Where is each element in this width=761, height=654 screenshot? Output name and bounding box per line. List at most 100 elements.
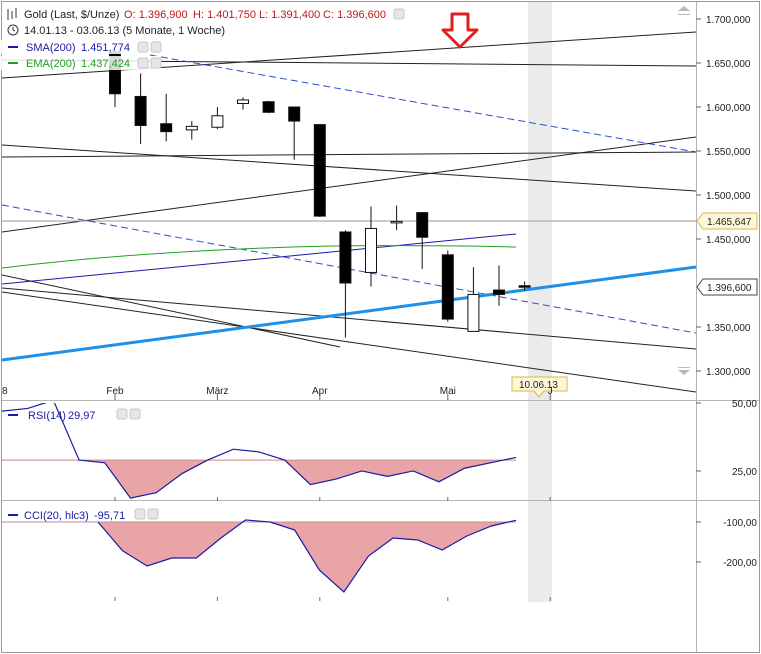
cci-axis: -100,00 -200,00: [696, 518, 757, 569]
candle: [441, 250, 454, 322]
time-axis: Feb März Apr Mai J: [106, 386, 553, 400]
period-row: 14.01.13 - 03.06.13 (5 Monate, 1 Woche): [7, 24, 225, 37]
trendline-steep-down: [2, 274, 341, 348]
cci-axis-label: -200,00: [723, 558, 757, 569]
candlesticks: [109, 51, 531, 338]
uptrend-line: [2, 265, 696, 362]
chart-type-icon[interactable]: [7, 8, 17, 20]
price-axis-label: 1.650,000: [706, 59, 751, 70]
ohlc-open: O: 1.396,900: [124, 9, 188, 21]
rsi-value: 29,97: [68, 410, 96, 422]
trendline-long-down: [2, 291, 696, 393]
candle: [390, 205, 403, 231]
header-legend: Gold (Last, $/Unze) O: 1.396,900 H: 1.40…: [0, 8, 405, 522]
candle-body: [518, 285, 531, 288]
trendlines: [2, 31, 696, 393]
ema-label: EMA(200): [26, 58, 76, 70]
candle-body: [467, 293, 480, 332]
sma-value: 1.451,774: [81, 42, 130, 54]
candle: [262, 100, 275, 114]
candle: [288, 106, 301, 160]
candle: [518, 281, 531, 291]
cci-settings-icon[interactable]: [134, 508, 146, 520]
price-axis: 1.700,000 1.650,000 1.600,000 1.550,000 1.50…: [696, 15, 751, 378]
price-axis-label: 1.550,000: [706, 147, 751, 158]
scroll-up-icon[interactable]: [678, 6, 690, 15]
sma-settings-icon[interactable]: [137, 41, 149, 53]
candle: [211, 107, 224, 129]
time-axis-label: Feb: [106, 386, 124, 397]
rsi-legend[interactable]: RSI(14) 29,97: [8, 408, 141, 422]
rsi-line: [2, 403, 517, 499]
candle: [493, 265, 505, 306]
candle: [134, 73, 147, 144]
price-axis-label: 1.450,000: [706, 235, 751, 246]
svg-text:10.06.13: 10.06.13: [519, 380, 558, 391]
sma-label: SMA(200): [26, 42, 76, 54]
candle: [313, 124, 326, 217]
candle: [237, 97, 249, 110]
sma-legend[interactable]: SMA(200) 1.451,774: [0, 40, 162, 54]
level-line-price-label: 1.465,647: [696, 212, 758, 230]
trendline-descending-dashed: [149, 54, 696, 153]
price-axis-label: 1.300,000: [706, 367, 751, 378]
time-axis-label: März: [206, 386, 228, 397]
sma-line: [2, 233, 517, 285]
cci-close-icon[interactable]: [147, 508, 159, 520]
candle-body: [493, 289, 505, 295]
svg-text:1.465,647: 1.465,647: [707, 217, 752, 228]
ohlc-low: L: 1.391,400: [259, 9, 320, 21]
candle-body: [134, 95, 147, 126]
candle-body: [441, 254, 454, 320]
candle: [467, 267, 480, 332]
down-arrow-icon: [441, 12, 479, 49]
time-axis-edge-label: 8: [2, 386, 8, 397]
candle-body: [416, 212, 429, 238]
candle: [339, 230, 352, 338]
price-axis-label: 1.500,000: [706, 191, 751, 202]
rsi-label: RSI(14): [28, 410, 66, 422]
cci-value: -95,71: [94, 510, 125, 522]
ema-settings-icon[interactable]: [137, 57, 149, 69]
last-close-price-label: 1.396,600: [696, 278, 758, 296]
price-axis-label: 1.600,000: [706, 103, 751, 114]
rsi-area: [79, 460, 504, 499]
cci-area: [98, 522, 509, 592]
instrument-title: Gold (Last, $/Unze): [24, 9, 119, 21]
candle: [416, 212, 429, 269]
period-text: 14.01.13 - 03.06.13 (5 Monate, 1 Woche): [24, 25, 225, 37]
candle-body: [237, 99, 249, 104]
sma-close-icon[interactable]: [150, 41, 162, 53]
settings-icon[interactable]: [393, 8, 405, 20]
scroll-down-icon[interactable]: [678, 367, 690, 375]
svg-text:1.396,600: 1.396,600: [707, 283, 752, 294]
time-axis-label: Apr: [312, 386, 328, 397]
candle-body: [211, 115, 224, 128]
price-axis-label: 1.350,000: [706, 323, 751, 334]
last-period-highlight: [528, 2, 552, 602]
cci-label: CCI(20, hlc3): [24, 510, 89, 522]
candle-body: [365, 227, 377, 273]
ema-value: 1.437,424: [81, 58, 130, 70]
bottom-time-ticks: [114, 497, 551, 601]
cci-axis-label: -100,00: [723, 518, 757, 529]
candle-body: [339, 231, 352, 284]
candle-body: [160, 123, 173, 133]
ema-legend[interactable]: EMA(200) 1.437,424: [0, 56, 162, 70]
ohlc-high: H: 1.401,750: [193, 9, 256, 21]
candle-body: [313, 124, 326, 217]
candle-body: [390, 220, 403, 224]
time-axis-label: Mai: [440, 386, 456, 397]
rsi-axis-label: 50,00: [732, 399, 757, 410]
rsi-close-icon[interactable]: [129, 408, 141, 420]
rsi-settings-icon[interactable]: [116, 408, 128, 420]
cci-legend[interactable]: CCI(20, hlc3) -95,71: [8, 508, 159, 522]
instrument-row: Gold (Last, $/Unze) O: 1.396,900 H: 1.40…: [7, 8, 405, 21]
price-axis-label: 1.700,000: [706, 15, 751, 26]
trendline-support-lower: [2, 287, 696, 350]
trendline-descending-mid: [2, 144, 696, 192]
candle-body: [262, 101, 275, 113]
ema-close-icon[interactable]: [150, 57, 162, 69]
cci-line: [97, 519, 517, 593]
